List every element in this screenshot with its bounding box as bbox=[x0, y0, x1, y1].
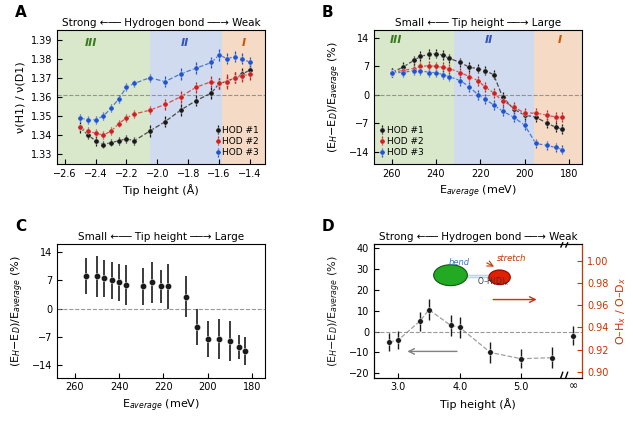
Bar bbox=[222, 30, 265, 164]
Text: D: D bbox=[322, 218, 334, 233]
Text: III: III bbox=[85, 38, 97, 48]
X-axis label: Tip height (Å): Tip height (Å) bbox=[440, 398, 516, 410]
Title: Strong ←── Hydrogen bond ──→ Weak: Strong ←── Hydrogen bond ──→ Weak bbox=[379, 232, 577, 242]
Y-axis label: (E$_H$−E$_D$)/E$_{average}$ (%): (E$_H$−E$_D$)/E$_{average}$ (%) bbox=[327, 41, 343, 153]
Y-axis label: (E$_H$−E$_D$)/E$_{average}$ (%): (E$_H$−E$_D$)/E$_{average}$ (%) bbox=[327, 255, 343, 366]
Text: bend: bend bbox=[449, 258, 470, 267]
Title: Small ←── Tip height ──→ Large: Small ←── Tip height ──→ Large bbox=[78, 232, 244, 242]
Text: O–H(D)$_x$: O–H(D)$_x$ bbox=[477, 275, 510, 288]
Title: Strong ←── Hydrogen bond ──→ Weak: Strong ←── Hydrogen bond ──→ Weak bbox=[62, 18, 261, 28]
Text: A: A bbox=[15, 5, 27, 20]
Text: I: I bbox=[242, 38, 246, 48]
Y-axis label: ν(H1) / ν(D1): ν(H1) / ν(D1) bbox=[15, 61, 25, 133]
Text: $\infty$: $\infty$ bbox=[568, 381, 578, 391]
Text: II: II bbox=[181, 38, 189, 48]
Title: Small ←── Tip height ──→ Large: Small ←── Tip height ──→ Large bbox=[395, 18, 561, 28]
Bar bbox=[374, 30, 454, 164]
Bar bbox=[534, 30, 582, 164]
Text: stretch: stretch bbox=[497, 254, 527, 263]
Bar bbox=[149, 30, 222, 164]
Ellipse shape bbox=[489, 270, 510, 284]
Text: I: I bbox=[558, 35, 562, 45]
X-axis label: Tip height (Å): Tip height (Å) bbox=[123, 184, 199, 196]
Text: B: B bbox=[322, 5, 334, 20]
Text: III: III bbox=[390, 35, 402, 45]
Bar bbox=[454, 30, 534, 164]
Legend: HOD #1, HOD #2, HOD #3: HOD #1, HOD #2, HOD #3 bbox=[214, 124, 261, 159]
Bar bbox=[57, 30, 149, 164]
X-axis label: E$_{average}$ (meV): E$_{average}$ (meV) bbox=[122, 398, 200, 414]
Y-axis label: O–H$_x$ / O–D$_x$: O–H$_x$ / O–D$_x$ bbox=[614, 277, 628, 345]
Ellipse shape bbox=[434, 265, 467, 286]
Text: II: II bbox=[485, 35, 493, 45]
Legend: HOD #1, HOD #2, HOD #3: HOD #1, HOD #2, HOD #3 bbox=[379, 124, 425, 159]
Text: C: C bbox=[15, 218, 27, 233]
Y-axis label: (E$_H$−E$_D$)/E$_{average}$ (%): (E$_H$−E$_D$)/E$_{average}$ (%) bbox=[9, 255, 26, 366]
X-axis label: E$_{average}$ (meV): E$_{average}$ (meV) bbox=[439, 184, 517, 200]
